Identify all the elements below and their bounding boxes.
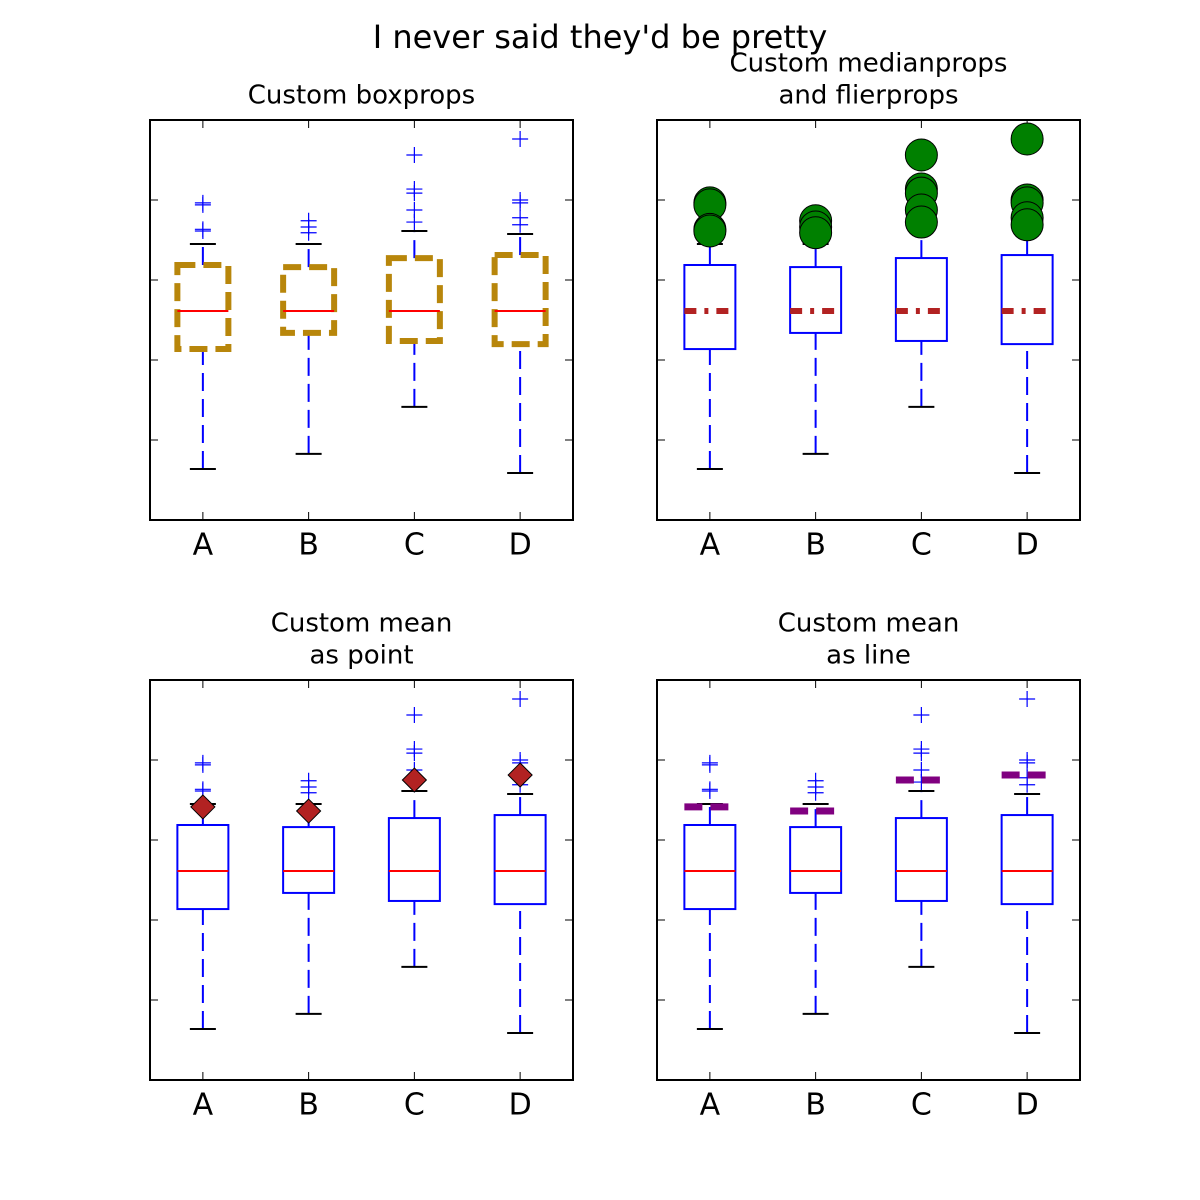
flier [807,784,824,801]
box [1000,254,1054,346]
mean-marker [401,767,428,793]
x-tick-label: C [911,1088,932,1123]
x-tick-label: B [805,528,826,563]
flier [300,224,317,241]
flier [1019,754,1036,771]
flier [913,745,930,762]
subplot-title: Custom mean [778,609,960,639]
flier [300,784,317,801]
x-tick-label: A [193,528,214,563]
flier [701,782,718,799]
flier [1010,208,1044,242]
x-tick-label: C [404,528,425,563]
subplot-title: as point [309,641,413,671]
flier [1019,776,1036,793]
flier [406,707,423,724]
box [789,266,843,334]
subplot-title: as line [826,641,911,671]
flier [904,205,938,239]
flier [693,214,727,248]
flier [194,756,211,773]
x-tick-label: C [911,528,932,563]
flier [512,216,529,233]
box [1000,814,1054,906]
axes-frame [149,119,574,521]
box [387,817,441,902]
flier [799,216,833,250]
box [683,823,737,911]
box [493,814,547,906]
box [176,823,230,911]
box [280,264,338,336]
x-tick-label: A [700,528,721,563]
subplot-title: Custom mean [271,609,453,639]
x-tick-label: B [298,528,319,563]
x-tick-label: B [298,1088,319,1123]
axes-frame [149,679,574,1081]
flier [1019,690,1036,707]
x-tick-label: A [193,1088,214,1123]
flier [406,745,423,762]
flier [913,707,930,724]
mean-marker [507,762,533,788]
flier [512,130,529,147]
box [282,826,336,894]
box [789,826,843,894]
box [174,261,232,353]
x-tick-label: D [1016,528,1039,563]
x-tick-label: B [805,1088,826,1123]
x-tick-label: D [509,1088,532,1123]
x-tick-label: D [509,528,532,563]
flier [1010,122,1044,156]
flier [904,138,938,172]
box [385,255,443,344]
x-tick-label: A [700,1088,721,1123]
flier [194,196,211,213]
flier [406,214,423,231]
flier [406,147,423,164]
flier [701,756,718,773]
x-tick-label: C [404,1088,425,1123]
flier [512,194,529,211]
flier [406,185,423,202]
axes-frame [656,679,1081,1081]
mean-marker [190,794,216,820]
box [683,263,737,351]
subplot-title: Custom boxprops [248,81,475,111]
x-tick-label: D [1016,1088,1039,1123]
flier [194,222,211,239]
subplot-title: and flierprops [778,81,958,111]
box [894,257,948,342]
mean-marker [295,798,322,824]
axes-frame [656,119,1081,521]
figure-title: I never said they'd be pretty [373,18,828,56]
box [894,817,948,902]
box [491,252,549,348]
flier [512,690,529,707]
subplot-title: Custom medianprops [730,49,1008,79]
